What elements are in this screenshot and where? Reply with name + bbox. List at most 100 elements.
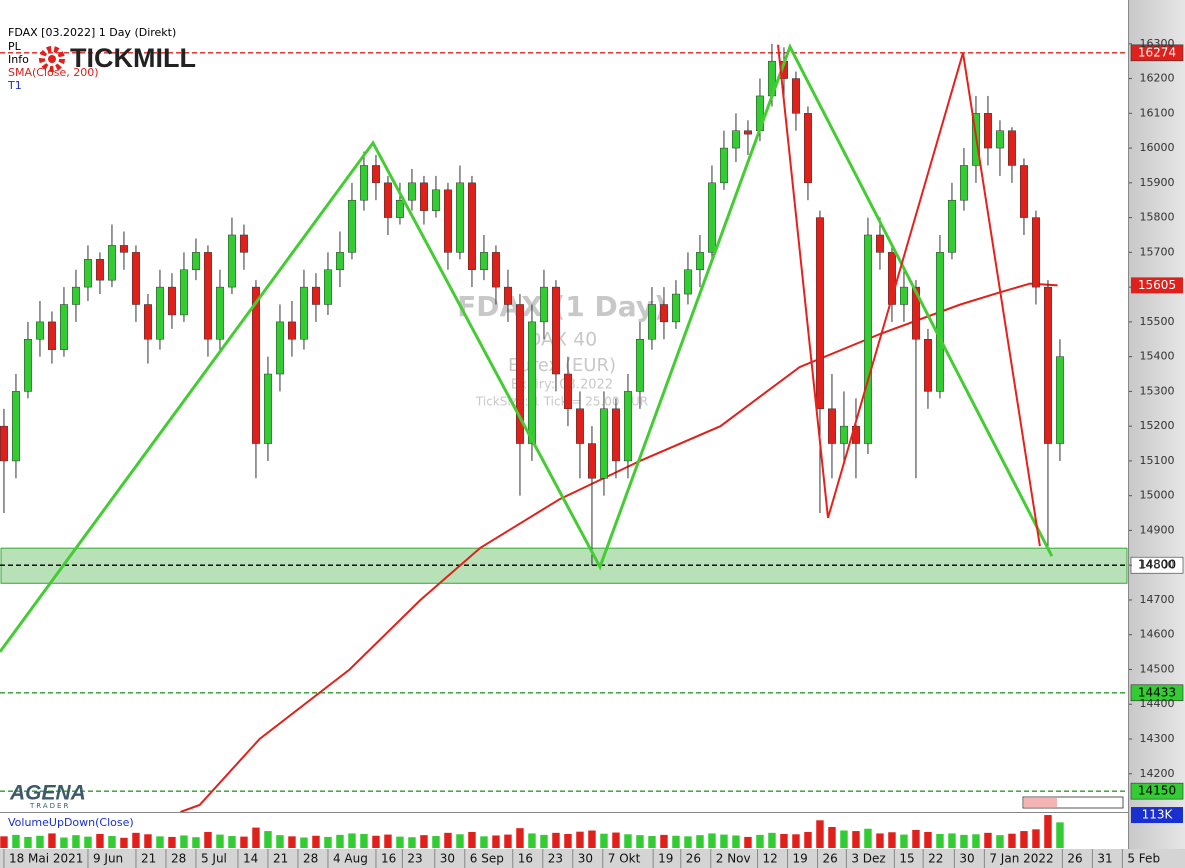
candle-body [791,78,800,114]
x-tick-label: 26 [686,852,701,866]
y-tick-label: 15400 [1140,350,1175,363]
volume-bar [456,834,464,848]
candle-body [323,269,332,305]
candle-body [311,286,320,305]
volume-bar [960,834,968,848]
candle-body [359,165,368,201]
candle-body [83,259,92,288]
header-line: SMA(Close, 200) [8,66,99,79]
candle-body [479,252,488,270]
sma-label: 15605 [1138,278,1176,292]
candle-body [287,321,296,340]
volume-bar [420,835,428,848]
x-tick-label: 22 [928,852,943,866]
volume-bar [1020,831,1028,848]
logo-text: TICKMILL [70,43,196,73]
volume-bar [324,836,332,848]
volume-bar [240,836,248,848]
x-tick-label: 26 [823,852,838,866]
candle-body [95,259,104,281]
y-tick-label: 14200 [1140,767,1175,780]
candle-body [623,391,632,462]
watermark: FDAX (1 Day) [457,290,667,323]
volume-bar [660,834,668,848]
level-label: 16274 [1138,45,1176,59]
pattern-line [777,44,1041,547]
candle-body [275,321,284,375]
candle-body [395,199,404,218]
volume-bar [744,836,752,848]
scroll-box [1022,796,1124,809]
x-tick-label: 12 [763,852,778,866]
level-label: 14433 [1138,685,1176,699]
candle-body [599,408,608,479]
y-tick-label: 14800 [1140,558,1175,571]
y-tick-label: 16300 [1140,37,1175,50]
volume-bar [24,836,32,848]
candle-body [995,130,1004,149]
candle-body [215,286,224,340]
volume-bar [336,834,344,848]
x-tick-label: 30 [440,852,455,866]
candle-body [47,321,56,350]
y-tick-label: 15500 [1140,315,1175,328]
volume-bar [1008,833,1016,848]
x-tick-label: 18 Mai 2021 [9,852,83,866]
candle-body [959,165,968,201]
volume-bar [876,833,884,848]
volume-bar [468,831,476,848]
volume-bar [996,835,1004,848]
candle-body [563,373,572,410]
y-tick-label: 14900 [1140,523,1175,536]
candle-body [731,130,740,149]
candle-body [611,408,620,462]
level-label: 14150 [1138,784,1176,798]
x-tick-label: 23 [407,852,422,866]
candle-body [983,113,992,149]
volume-bar [1032,829,1040,848]
y-tick-label: 14600 [1140,628,1175,641]
x-tick-label: 31 [1097,852,1112,866]
candle-body [1019,165,1028,218]
candle-body [131,252,140,305]
candle-body [923,339,932,392]
volume-bar [72,835,80,848]
x-tick-label: 5 Jul [201,852,227,866]
x-tick-label: 7 Jan 2022 [989,852,1053,866]
candle-body [683,269,692,295]
candle-body [251,286,260,444]
volume-bar [144,834,152,848]
header-line: Info [8,53,29,66]
volume-bar [384,834,392,848]
x-tick-label: 5 Feb [1127,852,1160,866]
volume-bar [180,835,188,848]
candle-body [455,182,464,253]
volume-bar [432,836,440,848]
candle-body [839,425,848,444]
volume-bar [276,835,284,848]
sma-label-box [1131,277,1183,294]
volume-bar [756,834,764,848]
price-axis-background [1128,0,1185,849]
candle-body [899,286,908,305]
pattern-line [0,43,1054,653]
candle-body [551,286,560,375]
volume-bar [984,832,992,848]
candle-body [347,199,356,253]
y-tick-label: 14300 [1140,732,1175,745]
candle-body [371,165,380,184]
y-tick-label: 14400 [1140,697,1175,710]
watermark: TickSize: 1 Tick = 25.00 EUR [475,395,648,409]
x-tick-label: 28 [171,852,186,866]
volume-bar [780,834,788,848]
volume-bar [528,833,536,848]
candle-body [635,339,644,392]
scroll-thumb [1024,798,1057,807]
volume-bar [0,836,8,848]
candle-body [935,252,944,392]
x-tick-label: 21 [141,852,156,866]
candle-body [383,182,392,218]
candle-body [431,189,440,211]
volume-bar [228,836,236,848]
